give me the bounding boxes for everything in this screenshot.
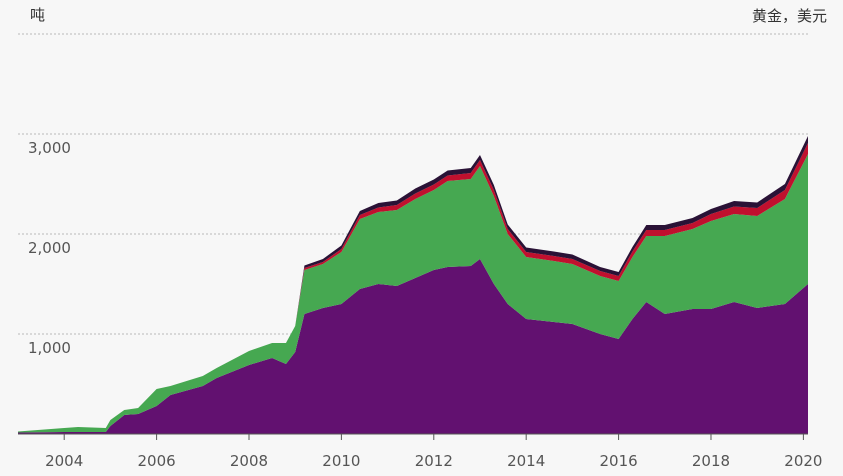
x-tick-label: 2004: [45, 452, 83, 470]
x-tick-label: 2008: [230, 452, 268, 470]
x-tick-label: 2014: [507, 452, 545, 470]
area-series-purple: [18, 259, 808, 434]
y-tick-label: 3,000: [28, 139, 71, 157]
y-tick-label: 2,000: [28, 239, 71, 257]
x-tick-labels: 2004 2006 2008 2010 2012 2014 2016 2018 2020: [45, 452, 822, 470]
y-tick-labels: 1,000 2,000 3,000: [28, 139, 71, 357]
x-tick-marks: [63, 434, 804, 440]
x-tick-label: 2010: [322, 452, 360, 470]
x-tick-label: 2016: [599, 452, 637, 470]
y-unit-label: 吨: [30, 6, 45, 24]
area-series-group: [18, 136, 808, 434]
x-tick-label: 2020: [784, 452, 822, 470]
y-tick-label: 1,000: [28, 339, 71, 357]
x-tick-label: 2018: [692, 452, 730, 470]
x-tick-label: 2012: [415, 452, 453, 470]
top-right-note: 黄金，美元: [752, 7, 827, 25]
area-series-green: [18, 154, 808, 433]
x-tick-label: 2006: [138, 452, 176, 470]
